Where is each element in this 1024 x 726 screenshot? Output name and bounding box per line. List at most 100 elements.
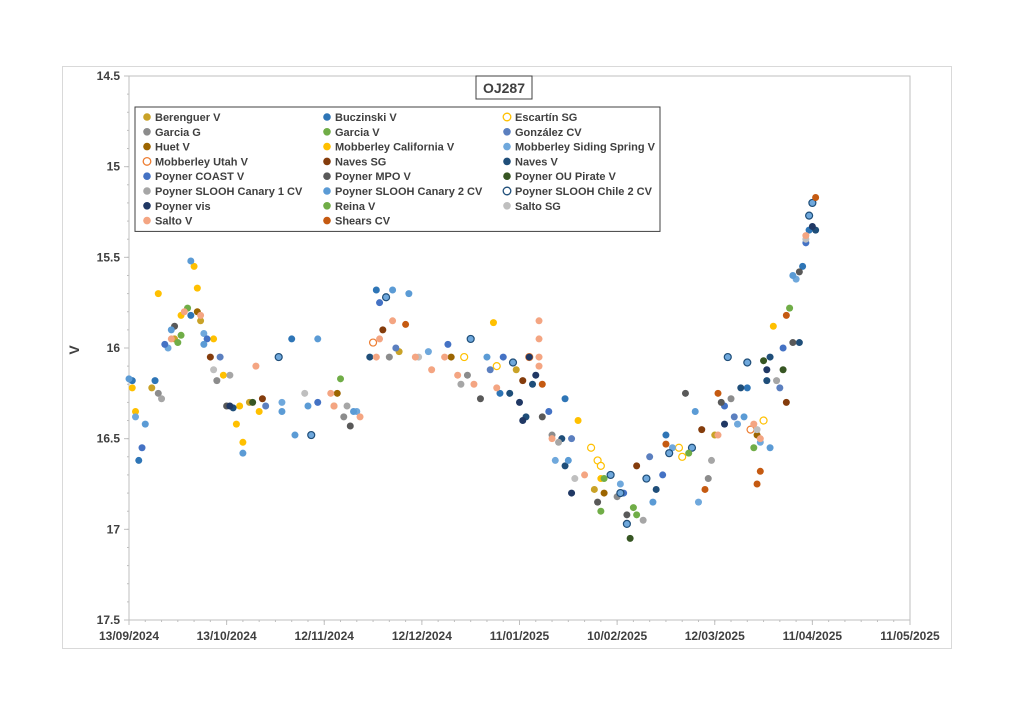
legend-marker xyxy=(143,216,151,225)
data-point xyxy=(782,398,790,406)
data-point xyxy=(411,353,419,361)
data-point xyxy=(600,489,608,497)
legend-item: Poyner SLOOH Canary 1 CV xyxy=(143,186,303,198)
data-point xyxy=(389,286,397,294)
legend-label: Naves V xyxy=(515,156,558,168)
legend-item: Mobberley Utah V xyxy=(142,156,249,168)
x-tick-label: 12/12/2024 xyxy=(392,629,452,643)
data-point xyxy=(756,435,764,443)
data-point xyxy=(763,377,771,385)
legend-marker xyxy=(502,112,512,122)
data-point xyxy=(760,357,768,365)
data-point xyxy=(802,232,810,240)
y-tick-label: 15.5 xyxy=(97,250,121,264)
data-point xyxy=(252,362,260,370)
data-point xyxy=(740,413,748,421)
y-tick-label: 14.5 xyxy=(97,69,121,83)
data-point xyxy=(389,317,397,325)
data-point xyxy=(444,340,452,348)
data-point xyxy=(678,452,687,461)
data-point xyxy=(304,402,312,410)
legend-label: Reina V xyxy=(335,201,376,213)
data-point xyxy=(698,426,706,434)
legend-item: González CV xyxy=(503,127,582,139)
axes: 14.5 15 15.5 16 16.5 17 17.5 13/09/2024 13/10/20… xyxy=(97,69,940,643)
data-point xyxy=(457,380,465,388)
data-point xyxy=(633,511,641,519)
data-point xyxy=(470,380,478,388)
data-point xyxy=(642,474,651,483)
data-point xyxy=(766,353,774,361)
data-point xyxy=(564,456,572,464)
data-points xyxy=(125,193,820,542)
legend-item: Reina V xyxy=(323,201,376,213)
data-point xyxy=(799,262,807,270)
data-point xyxy=(180,308,188,316)
series-naves-v xyxy=(229,226,820,493)
data-point xyxy=(210,366,218,374)
data-point xyxy=(743,384,751,392)
legend-label: Poyner SLOOH Canary 2 CV xyxy=(335,186,483,198)
data-point xyxy=(571,475,579,483)
data-point xyxy=(343,402,351,410)
data-point xyxy=(512,366,520,374)
data-point xyxy=(379,326,387,334)
legend-label: Garcia V xyxy=(335,127,380,139)
data-point xyxy=(506,389,514,397)
data-point xyxy=(714,431,722,439)
data-point xyxy=(197,311,205,319)
data-point xyxy=(586,443,596,452)
data-point xyxy=(249,398,257,406)
data-point xyxy=(694,498,702,506)
series-poyner-ou-pirate-v xyxy=(249,357,787,542)
data-point xyxy=(685,449,693,457)
data-point xyxy=(167,335,175,343)
data-point xyxy=(704,475,712,483)
legend-label: Poyner COAST V xyxy=(155,171,245,183)
legend: Berenguer V Buczinski V Escartín SG Garcia … xyxy=(134,106,661,232)
data-point xyxy=(125,375,133,383)
series-poyner-slooh-canary-1-cv xyxy=(158,371,781,524)
legend-item: Escartín SG xyxy=(502,112,577,124)
data-point xyxy=(665,449,674,458)
data-point xyxy=(203,335,211,343)
data-point xyxy=(714,389,722,397)
x-tick-label: 13/09/2024 xyxy=(99,629,159,643)
legend-item: Huet V xyxy=(143,142,191,154)
data-point xyxy=(463,371,471,379)
data-point xyxy=(167,326,175,334)
data-point xyxy=(392,344,400,352)
series-poyner-mpo-v xyxy=(171,268,803,519)
x-tick-label: 10/02/2025 xyxy=(587,629,647,643)
legend-item: Mobberley California V xyxy=(323,142,455,154)
data-point xyxy=(193,284,201,292)
series-gonz-lez-cv xyxy=(216,344,784,461)
legend-label: Naves SG xyxy=(335,156,386,168)
data-point xyxy=(177,331,185,339)
data-point xyxy=(551,456,559,464)
data-point xyxy=(210,335,218,343)
data-point xyxy=(200,329,208,337)
legend-item: Poyner vis xyxy=(143,201,211,213)
data-point xyxy=(405,290,413,298)
data-point xyxy=(236,402,244,410)
data-point xyxy=(489,319,497,327)
series-mobberley-siding-spring-v xyxy=(132,275,800,506)
data-point xyxy=(350,407,358,415)
legend-item: Buczinski V xyxy=(323,112,397,124)
data-point xyxy=(717,398,725,406)
data-point xyxy=(626,534,634,542)
data-point xyxy=(161,340,169,348)
data-point xyxy=(753,480,761,488)
series-poyner-coast-v xyxy=(138,239,810,497)
series-shears-cv xyxy=(402,193,820,493)
data-point xyxy=(687,443,697,452)
legend-item: Naves SG xyxy=(323,156,386,168)
data-point xyxy=(483,353,491,361)
data-point xyxy=(132,413,140,421)
data-point xyxy=(795,339,803,347)
data-point xyxy=(138,444,146,452)
data-point xyxy=(795,268,803,276)
data-point xyxy=(187,257,195,265)
data-point xyxy=(232,420,240,428)
